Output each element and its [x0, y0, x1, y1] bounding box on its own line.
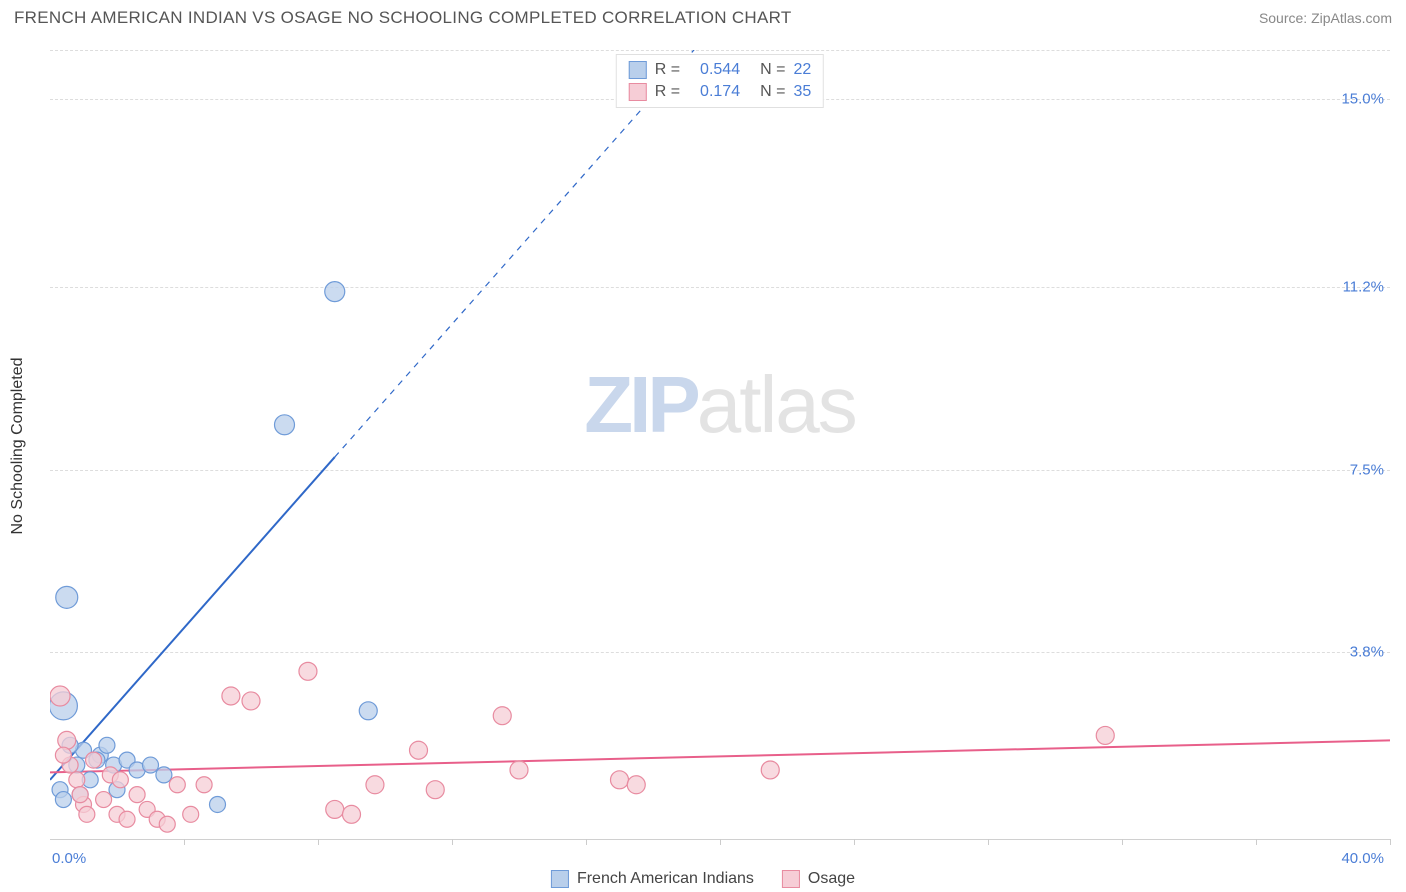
plot-svg	[50, 50, 1390, 839]
source-label: Source: ZipAtlas.com	[1259, 10, 1392, 26]
swatch-series-1	[629, 61, 647, 79]
data-point	[99, 737, 115, 753]
x-tick	[988, 839, 989, 845]
x-tick	[318, 839, 319, 845]
data-point	[359, 702, 377, 720]
data-point	[275, 415, 295, 435]
data-point	[222, 687, 240, 705]
data-point	[1096, 726, 1114, 744]
y-axis-title: No Schooling Completed	[9, 358, 27, 535]
legend-row-series-1: R = 0.544 N = 22	[625, 59, 815, 81]
chart-area: ZIPatlas 3.8%7.5%11.2%15.0% R = 0.544 N …	[50, 50, 1390, 840]
data-point	[156, 767, 172, 783]
swatch-series-1	[551, 870, 569, 888]
data-point	[611, 771, 629, 789]
data-point	[69, 772, 85, 788]
data-point	[86, 752, 102, 768]
r-label: R =	[655, 61, 680, 79]
data-point	[761, 761, 779, 779]
n-value-1: 22	[793, 61, 811, 79]
x-tick	[452, 839, 453, 845]
data-point	[112, 772, 128, 788]
data-point	[242, 692, 260, 710]
legend-correlation: R = 0.544 N = 22 R = 0.174 N = 35	[616, 54, 824, 108]
data-point	[55, 747, 71, 763]
data-point	[72, 787, 88, 803]
data-point	[493, 707, 511, 725]
swatch-series-2	[629, 83, 647, 101]
data-point	[56, 586, 78, 608]
data-point	[196, 777, 212, 793]
n-label: N =	[760, 83, 785, 101]
data-point	[299, 662, 317, 680]
x-axis-max-label: 40.0%	[1341, 850, 1384, 867]
data-point	[50, 686, 70, 706]
data-point	[343, 805, 361, 823]
x-tick	[1390, 839, 1391, 845]
header: FRENCH AMERICAN INDIAN VS OSAGE NO SCHOO…	[0, 0, 1406, 42]
legend-row-series-2: R = 0.174 N = 35	[625, 81, 815, 103]
swatch-series-2	[782, 870, 800, 888]
data-point	[96, 792, 112, 808]
data-point	[55, 792, 71, 808]
data-point	[183, 806, 199, 822]
data-point	[627, 776, 645, 794]
series-1-name: French American Indians	[577, 870, 754, 888]
r-value-1: 0.544	[688, 61, 740, 79]
regression-line	[50, 740, 1390, 772]
x-tick	[586, 839, 587, 845]
legend-item-series-2: Osage	[782, 870, 855, 888]
regression-line	[50, 457, 335, 780]
x-tick	[720, 839, 721, 845]
data-point	[366, 776, 384, 794]
data-point	[159, 816, 175, 832]
x-axis-min-label: 0.0%	[52, 850, 86, 867]
data-point	[426, 781, 444, 799]
data-point	[210, 796, 226, 812]
regression-line-extrapolated	[335, 50, 1390, 457]
data-point	[58, 731, 76, 749]
data-point	[410, 741, 428, 759]
series-2-name: Osage	[808, 870, 855, 888]
chart-title: FRENCH AMERICAN INDIAN VS OSAGE NO SCHOO…	[14, 8, 792, 28]
data-point	[79, 806, 95, 822]
r-label: R =	[655, 83, 680, 101]
x-tick	[1256, 839, 1257, 845]
data-point	[169, 777, 185, 793]
plot-region: ZIPatlas 3.8%7.5%11.2%15.0% R = 0.544 N …	[50, 50, 1390, 840]
n-value-2: 35	[793, 83, 811, 101]
legend-series: French American Indians Osage	[551, 870, 855, 888]
data-point	[510, 761, 528, 779]
data-point	[326, 800, 344, 818]
n-label: N =	[760, 61, 785, 79]
x-tick	[854, 839, 855, 845]
r-value-2: 0.174	[688, 83, 740, 101]
x-tick	[184, 839, 185, 845]
data-point	[129, 787, 145, 803]
x-tick	[1122, 839, 1123, 845]
legend-item-series-1: French American Indians	[551, 870, 754, 888]
data-point	[143, 757, 159, 773]
data-point	[119, 811, 135, 827]
data-point	[325, 282, 345, 302]
